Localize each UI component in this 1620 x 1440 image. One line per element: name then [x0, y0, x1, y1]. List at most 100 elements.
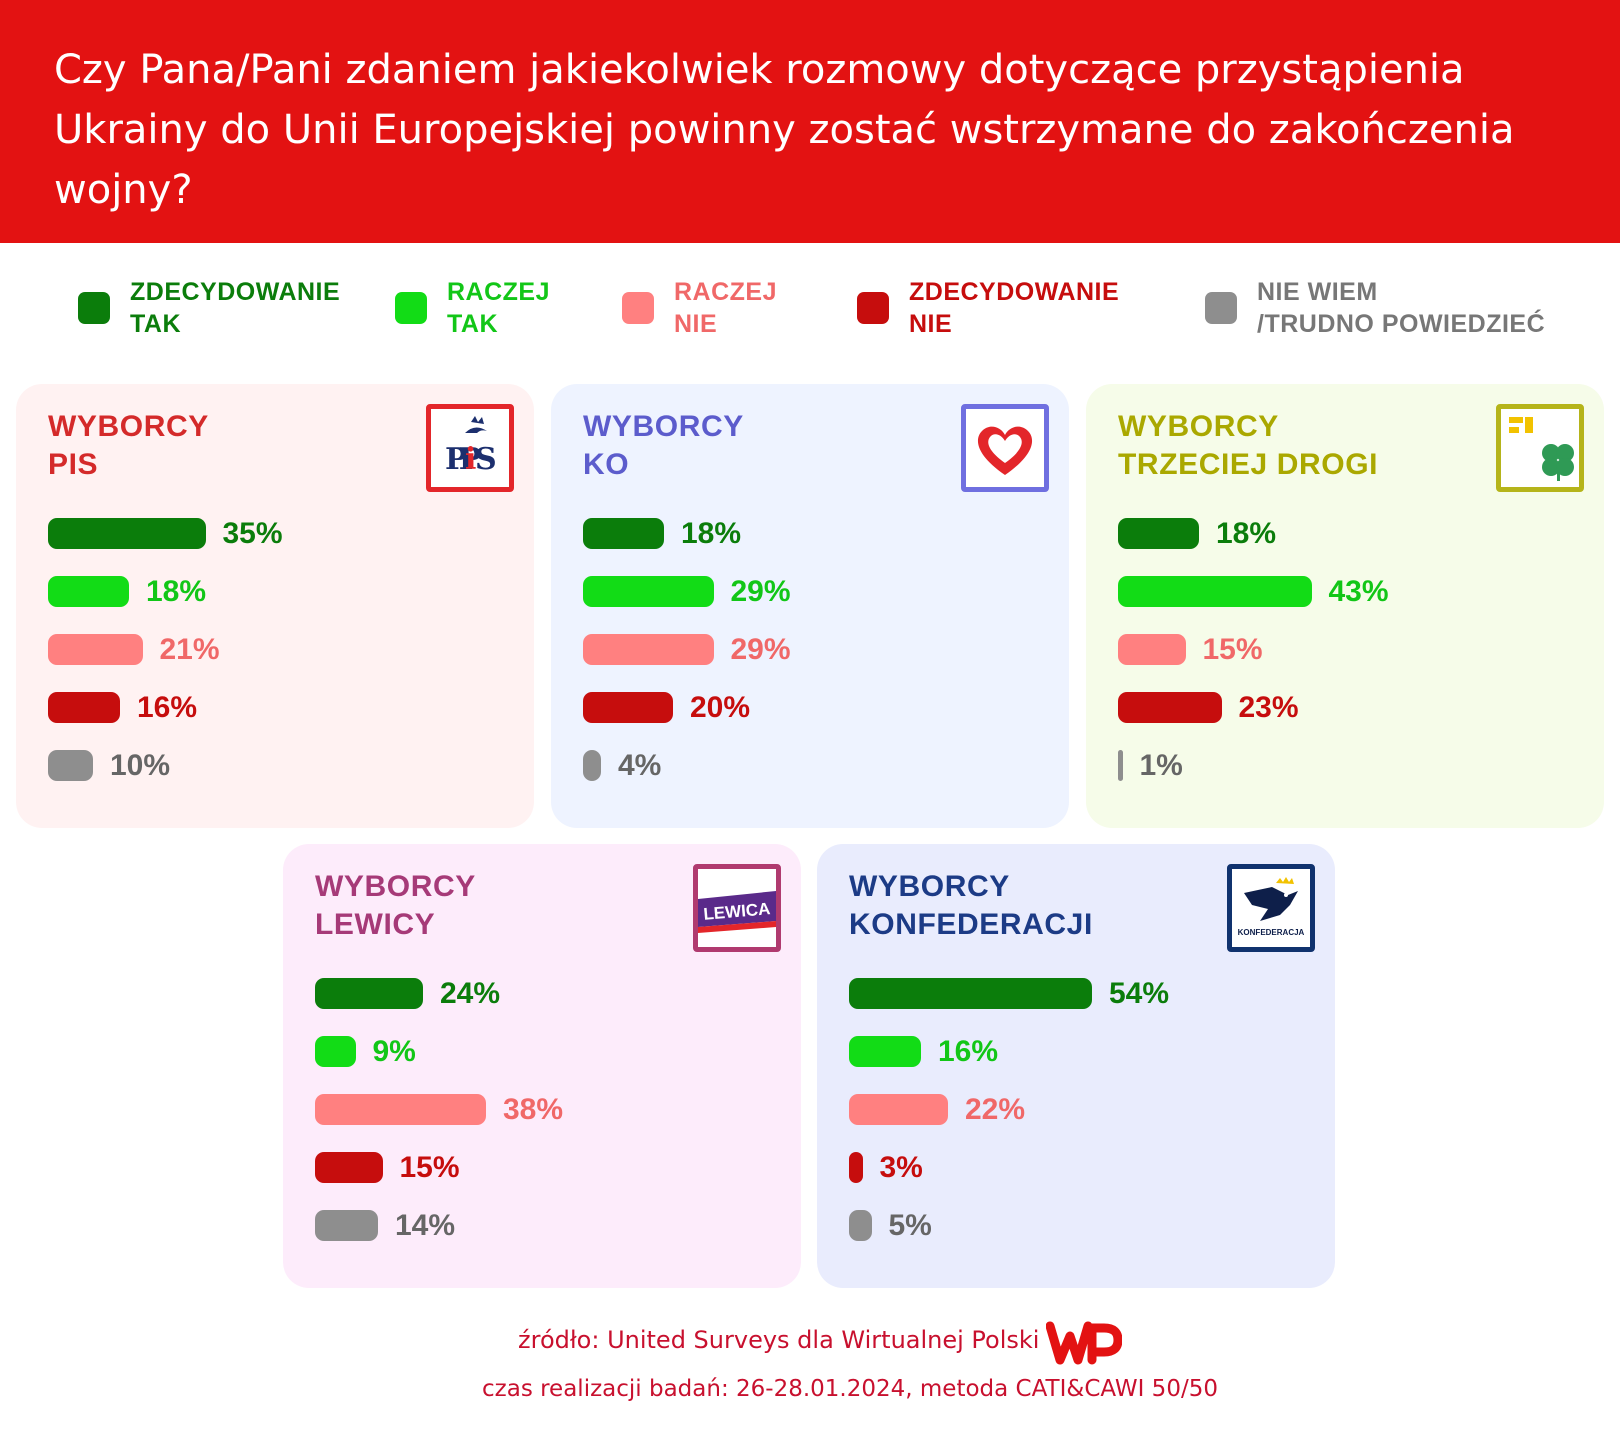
value-label-zdecydowanie-tak: 18%: [1216, 517, 1277, 550]
lewica-logo: LEWICA: [693, 864, 781, 952]
bars: 54% 16% 22% 3% 5%: [849, 978, 1309, 1278]
panel-title-line2: KONFEDERACJI: [849, 908, 1093, 941]
bar-zdecydowanie-tak: [315, 978, 423, 1009]
value-label-zdecydowanie-nie: 23%: [1238, 691, 1299, 724]
panel-konfederacja: WYBORCY KONFEDERACJI KONFEDERACJA 54% 16%…: [817, 844, 1335, 1288]
bar-raczej-tak: [583, 576, 714, 607]
bar-zdecydowanie-tak: [849, 978, 1092, 1009]
value-label-zdecydowanie-tak: 54%: [1109, 977, 1170, 1010]
bar-raczej-tak: [315, 1036, 356, 1067]
bar-nie-wiem: [1118, 750, 1123, 781]
svg-text:S: S: [475, 442, 497, 477]
value-label-raczej-nie: 29%: [730, 633, 791, 666]
bar-raczej-tak: [48, 576, 129, 607]
panel-trzecia-droga: WYBORCY TRZECIEJ DROGI 18% 43% 15% 23% 1%: [1086, 384, 1604, 828]
bars: 18% 43% 15% 23% 1%: [1118, 518, 1578, 818]
bar-zdecydowanie-nie: [315, 1152, 383, 1183]
footer: źródło: United Surveys dla Wirtualnej Po…: [0, 1320, 1620, 1430]
value-label-raczej-nie: 38%: [503, 1093, 564, 1126]
value-label-nie-wiem: 1%: [1139, 749, 1183, 782]
legend-label-line1: ZDECYDOWANIE: [909, 278, 1120, 306]
legend-label-line2: TAK: [447, 310, 499, 338]
value-label-nie-wiem: 4%: [618, 749, 662, 782]
bar-raczej-nie: [48, 634, 143, 665]
value-label-raczej-tak: 29%: [730, 575, 791, 608]
legend-label-line2: NIE: [674, 310, 718, 338]
legend-label-line1: ZDECYDOWANIE: [130, 278, 341, 306]
legend-label-line2: /TRUDNO POWIEDZIEĆ: [1257, 310, 1546, 338]
bar-zdecydowanie-nie: [48, 692, 120, 723]
legend-label-line1: RACZEJ: [674, 278, 778, 306]
chart-title: Czy Pana/Pani zdaniem jakiekolwiek rozmo…: [54, 47, 1515, 213]
svg-text:i: i: [465, 442, 476, 477]
bar-raczej-tak: [849, 1036, 921, 1067]
value-label-raczej-nie: 22%: [965, 1093, 1026, 1126]
panel-title-line1: WYBORCY: [1118, 410, 1279, 443]
bar-zdecydowanie-tak: [48, 518, 206, 549]
bar-raczej-nie: [849, 1094, 948, 1125]
legend-label-line1: NIE WIEM: [1257, 278, 1378, 306]
panel-title-line1: WYBORCY: [315, 870, 476, 903]
value-label-zdecydowanie-tak: 24%: [440, 977, 501, 1010]
panel-title-line1: WYBORCY: [849, 870, 1010, 903]
value-label-zdecydowanie-nie: 15%: [399, 1151, 460, 1184]
value-label-raczej-nie: 15%: [1202, 633, 1263, 666]
legend-swatch: [857, 292, 889, 324]
value-label-nie-wiem: 14%: [395, 1209, 456, 1242]
bar-raczej-nie: [1118, 634, 1186, 665]
bar-raczej-tak: [1118, 576, 1312, 607]
ko-heart-logo: [961, 404, 1049, 492]
value-label-nie-wiem: 10%: [110, 749, 171, 782]
header-banner: Czy Pana/Pani zdaniem jakiekolwiek rozmo…: [0, 0, 1620, 243]
legend: ZDECYDOWANIE TAK RACZEJ TAK RACZEJ NIE ZDEC…: [0, 270, 1620, 350]
value-label-zdecydowanie-tak: 35%: [222, 517, 283, 550]
bar-zdecydowanie-nie: [849, 1152, 863, 1183]
panel-title-line1: WYBORCY: [48, 410, 209, 443]
survey-meta: czas realizacji badań: 26-28.01.2024, me…: [482, 1376, 1218, 1402]
panel-pis: WYBORCY PIS P P i S 35% 18% 21% 16% 10%: [16, 384, 534, 828]
panel-title-line1: WYBORCY: [583, 410, 744, 443]
value-label-raczej-nie: 21%: [159, 633, 220, 666]
source-note: źródło: United Surveys dla Wirtualnej Po…: [518, 1326, 1040, 1354]
panel-title-line2: KO: [583, 448, 630, 481]
bar-zdecydowanie-tak: [1118, 518, 1199, 549]
panel-title: WYBORCY PIS: [48, 408, 209, 484]
value-label-zdecydowanie-nie: 20%: [690, 691, 751, 724]
value-label-zdecydowanie-nie: 3%: [879, 1151, 923, 1184]
trzecia-droga-clover-logo: [1496, 404, 1584, 492]
bar-zdecydowanie-nie: [583, 692, 673, 723]
bars: 18% 29% 29% 20% 4%: [583, 518, 1043, 818]
bar-nie-wiem: [48, 750, 93, 781]
panel-ko: WYBORCY KO 18% 29% 29% 20% 4%: [551, 384, 1069, 828]
panel-title-line2: LEWICY: [315, 908, 436, 941]
bar-zdecydowanie-tak: [583, 518, 664, 549]
value-label-raczej-tak: 18%: [146, 575, 207, 608]
bar-raczej-nie: [583, 634, 714, 665]
bar-nie-wiem: [583, 750, 601, 781]
panel-title-line2: TRZECIEJ DROGI: [1118, 448, 1379, 481]
value-label-raczej-tak: 16%: [938, 1035, 999, 1068]
svg-text:KONFEDERACJA: KONFEDERACJA: [1238, 928, 1305, 937]
legend-label-line1: RACZEJ: [447, 278, 551, 306]
panel-title-line2: PIS: [48, 448, 99, 481]
panel-title: WYBORCY KO: [583, 408, 744, 484]
value-label-zdecydowanie-tak: 18%: [681, 517, 742, 550]
bars: 24% 9% 38% 15% 14%: [315, 978, 775, 1278]
bar-zdecydowanie-nie: [1118, 692, 1222, 723]
bars: 35% 18% 21% 16% 10%: [48, 518, 508, 818]
pis-logo: P P i S: [426, 404, 514, 492]
legend-swatch: [395, 292, 427, 324]
svg-text:P: P: [445, 442, 468, 477]
legend-label-line2: TAK: [130, 310, 182, 338]
legend-swatch: [622, 292, 654, 324]
bar-nie-wiem: [315, 1210, 378, 1241]
legend-swatch: [1205, 292, 1237, 324]
value-label-nie-wiem: 5%: [888, 1209, 932, 1242]
value-label-raczej-tak: 9%: [372, 1035, 416, 1068]
panel-title: WYBORCY KONFEDERACJI: [849, 868, 1093, 944]
bar-nie-wiem: [849, 1210, 872, 1241]
bar-raczej-nie: [315, 1094, 486, 1125]
panel-title: WYBORCY LEWICY: [315, 868, 476, 944]
svg-text:P: P: [459, 442, 482, 477]
wp-logo: [1046, 1321, 1122, 1365]
